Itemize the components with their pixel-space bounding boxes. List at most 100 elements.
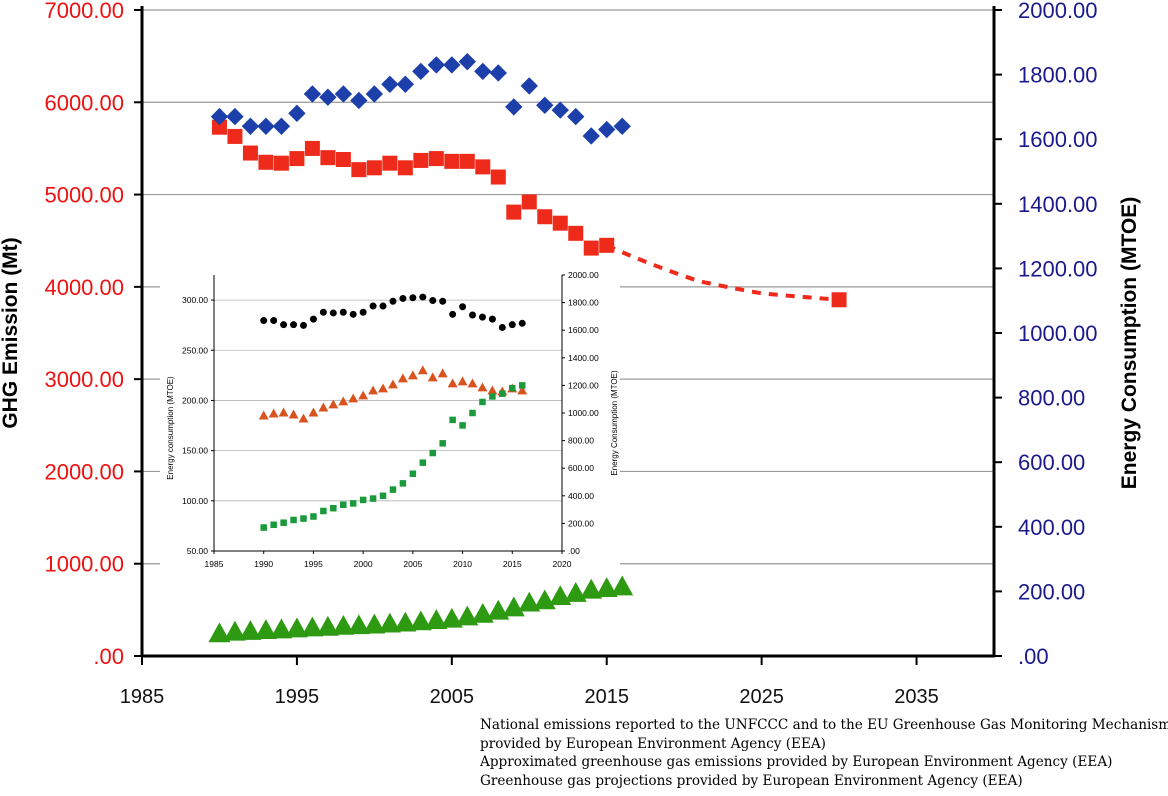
inset-data-point [310,513,317,520]
data-point [537,209,553,225]
inset-x-tick-label: 1990 [254,559,273,569]
inset-data-point [348,393,359,403]
source-note: provided by European Environment Agency … [480,735,826,752]
inset-data-point [409,470,417,477]
data-point [347,614,370,635]
y-right-tick-label: 2000.00 [1018,0,1098,23]
inset-y-right-tick-label: 600.00 [568,463,594,473]
data-point [564,582,587,602]
data-point [471,603,494,623]
y-right-tick-label: 1000.00 [1018,321,1098,346]
inset-y-right-tick-label: 800.00 [568,436,594,446]
data-point [520,77,538,95]
main-chart: 1985 1995 2005 2015 2025 2035.001000.002000.0… [0,0,1141,708]
data-point [443,56,461,74]
data-point [396,75,415,93]
data-point [440,607,463,628]
data-point [350,91,368,110]
data-point [583,240,599,256]
data-point [320,150,336,166]
data-point [444,153,460,169]
data-point [487,599,510,620]
data-point [351,162,367,178]
data-point [613,117,631,135]
y-left-tick-label: 6000.00 [44,90,124,115]
inset-background [160,268,620,574]
data-point [506,204,522,220]
data-point [285,617,308,638]
inset-data-point [429,297,437,305]
x-tick-label: 2015 [584,686,629,708]
x-tick-label: 1995 [275,686,320,708]
data-point [568,225,584,241]
inset-data-point [479,398,486,406]
inset-data-point [359,308,367,316]
data-point [332,614,355,635]
inset-data-point [268,408,279,418]
inset-series [260,293,526,331]
inset-data-point [389,486,397,493]
data-point [223,620,246,641]
inset-x-tick-label: 2020 [553,559,572,569]
inset-data-point [308,407,319,417]
inset-data-point [319,308,327,316]
inset-y-left-tick-label: 250.00 [182,345,208,355]
inset-y-right-tick-label: 1200.00 [568,380,599,390]
y-right-tick-label: 1400.00 [1018,192,1098,217]
series [605,243,840,302]
data-point [303,85,322,103]
data-point [582,127,600,145]
inset-chart: 1985 1990 1995 2000 2005 2010 2015 2020 50.00 100… [166,270,619,569]
inset-x-tick-label: 2010 [453,559,472,569]
projection-line [605,243,840,302]
y-left-tick-label: .00 [93,644,124,669]
inset-y-left-axis-title: Energy consumption (MTOE) [166,376,175,480]
data-point [242,145,258,161]
y-left-tick-label: 3000.00 [44,367,124,392]
inset-data-point [518,382,526,389]
inset-data-point [437,368,448,378]
data-point [382,155,398,171]
data-point [458,53,476,71]
inset-data-point [320,507,327,515]
inset-data-point [329,309,337,317]
data-point [208,622,231,643]
inset-data-point [508,321,516,329]
inset-data-point [459,303,467,311]
inset-data-point [260,524,267,531]
inset-y-left-tick-label: 50.00 [187,546,209,556]
data-point [254,619,277,639]
inset-y-right-tick-label: 1800.00 [568,298,599,308]
inset-data-point [489,393,496,400]
data-point [595,577,618,597]
inset-data-point [449,310,457,318]
inset-data-point [439,297,447,305]
data-point [211,119,227,135]
inset-data-point [487,385,498,395]
data-point [241,117,260,135]
inset-y-right-tick-label: 2000.00 [568,270,599,280]
data-point [289,151,305,167]
inset-data-point [338,396,349,406]
inset-x-tick-label: 2015 [503,559,522,569]
inset-data-point [270,521,277,529]
inset-y-right-tick-label: 400.00 [568,491,594,501]
data-point [551,101,569,119]
inset-data-point [318,402,329,412]
source-note: Approximated greenhouse gas emissions pr… [480,754,1113,771]
inset-data-point [270,317,278,325]
data-point [258,154,274,170]
inset-data-point [298,413,309,423]
inset-data-point [457,376,468,386]
y-right-tick-label: 1600.00 [1018,127,1098,152]
x-tick-label: 2035 [894,686,939,708]
series [208,575,634,643]
data-point [475,159,491,175]
inset-data-point [469,409,476,417]
data-point [272,117,291,135]
inset-y-right-tick-label: 1600.00 [568,325,599,335]
inset-data-point [358,390,369,400]
source-note: Greenhouse gas projections provided by E… [480,772,1023,789]
data-point [273,155,289,171]
